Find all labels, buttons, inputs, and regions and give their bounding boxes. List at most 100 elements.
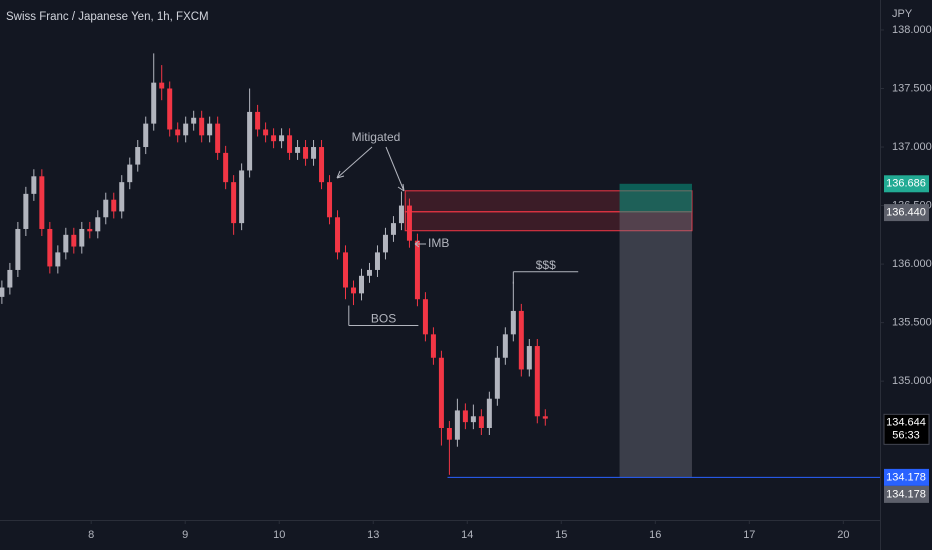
candle-body xyxy=(390,223,396,235)
candle-body xyxy=(486,398,492,428)
candle-body xyxy=(343,252,349,288)
x-tick-label: 13 xyxy=(367,529,379,541)
level-label: $$$ xyxy=(536,258,556,272)
candle-body xyxy=(398,205,404,224)
candle-body xyxy=(247,111,253,171)
candle-body xyxy=(239,170,245,224)
y-tick-label: 135.500 xyxy=(892,317,932,329)
candle-body xyxy=(79,228,85,247)
candle-body xyxy=(207,123,213,136)
x-tick-label: 9 xyxy=(182,529,188,541)
x-tick-label: 8 xyxy=(88,529,94,541)
candle-body xyxy=(135,147,141,165)
candle-body xyxy=(430,334,436,358)
candle-body xyxy=(422,299,428,335)
candle-body xyxy=(119,182,125,212)
candle-body xyxy=(358,275,364,294)
candle-body xyxy=(319,147,325,183)
annotation: IMB xyxy=(428,236,449,250)
x-tick-label: 14 xyxy=(461,529,473,541)
annotation: Mitigated xyxy=(352,130,401,144)
position-target xyxy=(619,183,692,213)
candle-body xyxy=(31,176,37,194)
annotation-arrow xyxy=(336,146,405,192)
annotation-arrow xyxy=(414,240,426,248)
candle-body xyxy=(159,82,165,89)
candle-body xyxy=(502,334,508,358)
candle-body xyxy=(279,135,285,142)
price-label: 134.178 xyxy=(886,471,926,483)
price-label-box xyxy=(884,468,929,486)
candle-body xyxy=(303,147,309,159)
candle-body xyxy=(374,252,380,270)
candle-body xyxy=(438,357,444,428)
price-label-box xyxy=(884,204,929,222)
price-label-box xyxy=(883,413,930,445)
candle-body xyxy=(71,234,77,247)
candle-body xyxy=(406,205,412,241)
price-label: 134.644 xyxy=(886,417,926,429)
y-tick-label: 137.000 xyxy=(892,141,932,153)
price-label: 136.440 xyxy=(886,206,926,218)
x-tick-label: 15 xyxy=(555,529,567,541)
candle-body xyxy=(287,135,293,153)
candle-body xyxy=(183,123,189,136)
position-stop xyxy=(619,212,692,478)
y-tick-label: 137.500 xyxy=(892,82,932,94)
candle-body xyxy=(191,117,197,124)
candle-body xyxy=(335,217,341,253)
price-label: 134.178 xyxy=(886,488,926,500)
candle-body xyxy=(143,123,149,148)
price-label: 136.686 xyxy=(886,178,926,190)
candle-body xyxy=(223,152,229,183)
candle-body xyxy=(231,182,237,224)
candle-body xyxy=(87,228,93,232)
candle-body xyxy=(271,135,277,142)
candle-body xyxy=(295,147,301,153)
price-label-box xyxy=(884,485,929,503)
candle-body xyxy=(494,357,500,399)
candle-body xyxy=(470,416,476,423)
candle-body xyxy=(382,234,388,253)
candle-body xyxy=(510,310,516,335)
level-label: BOS xyxy=(371,312,396,326)
candle-body xyxy=(255,111,261,130)
y-tick-label: 135.000 xyxy=(892,375,932,387)
y-tick-label: 138.000 xyxy=(892,24,932,36)
candle-body xyxy=(542,416,548,419)
y-tick-label: 136.000 xyxy=(892,258,932,270)
y-axis-label: JPY xyxy=(892,8,913,20)
candle-body xyxy=(414,240,420,300)
candle-body xyxy=(478,416,484,428)
candle-body xyxy=(446,427,452,440)
candle-body xyxy=(167,88,173,130)
candle-body xyxy=(215,123,221,153)
countdown: 56:33 xyxy=(892,430,920,442)
candle-body xyxy=(0,287,5,297)
candle-body xyxy=(311,147,317,159)
candle-body xyxy=(103,199,109,218)
zone xyxy=(404,211,693,232)
candle-body xyxy=(39,176,45,229)
x-tick-label: 16 xyxy=(649,529,661,541)
candle-body xyxy=(23,193,29,229)
candle-body xyxy=(534,346,540,417)
x-tick-label: 20 xyxy=(837,529,849,541)
candle-body xyxy=(55,252,61,267)
candle-body xyxy=(151,82,157,124)
candle-body xyxy=(366,269,372,276)
price-label-box xyxy=(884,175,929,193)
x-tick-label: 10 xyxy=(273,529,285,541)
x-tick-label: 17 xyxy=(743,529,755,541)
candle-body xyxy=(175,129,181,136)
candle-body xyxy=(454,410,460,440)
candle-body xyxy=(15,228,21,270)
candle-body xyxy=(7,269,13,288)
candle-body xyxy=(351,287,357,294)
candle-body xyxy=(327,182,333,218)
candle-body xyxy=(127,164,133,183)
candle-body xyxy=(199,117,205,136)
candle-body xyxy=(111,199,117,212)
